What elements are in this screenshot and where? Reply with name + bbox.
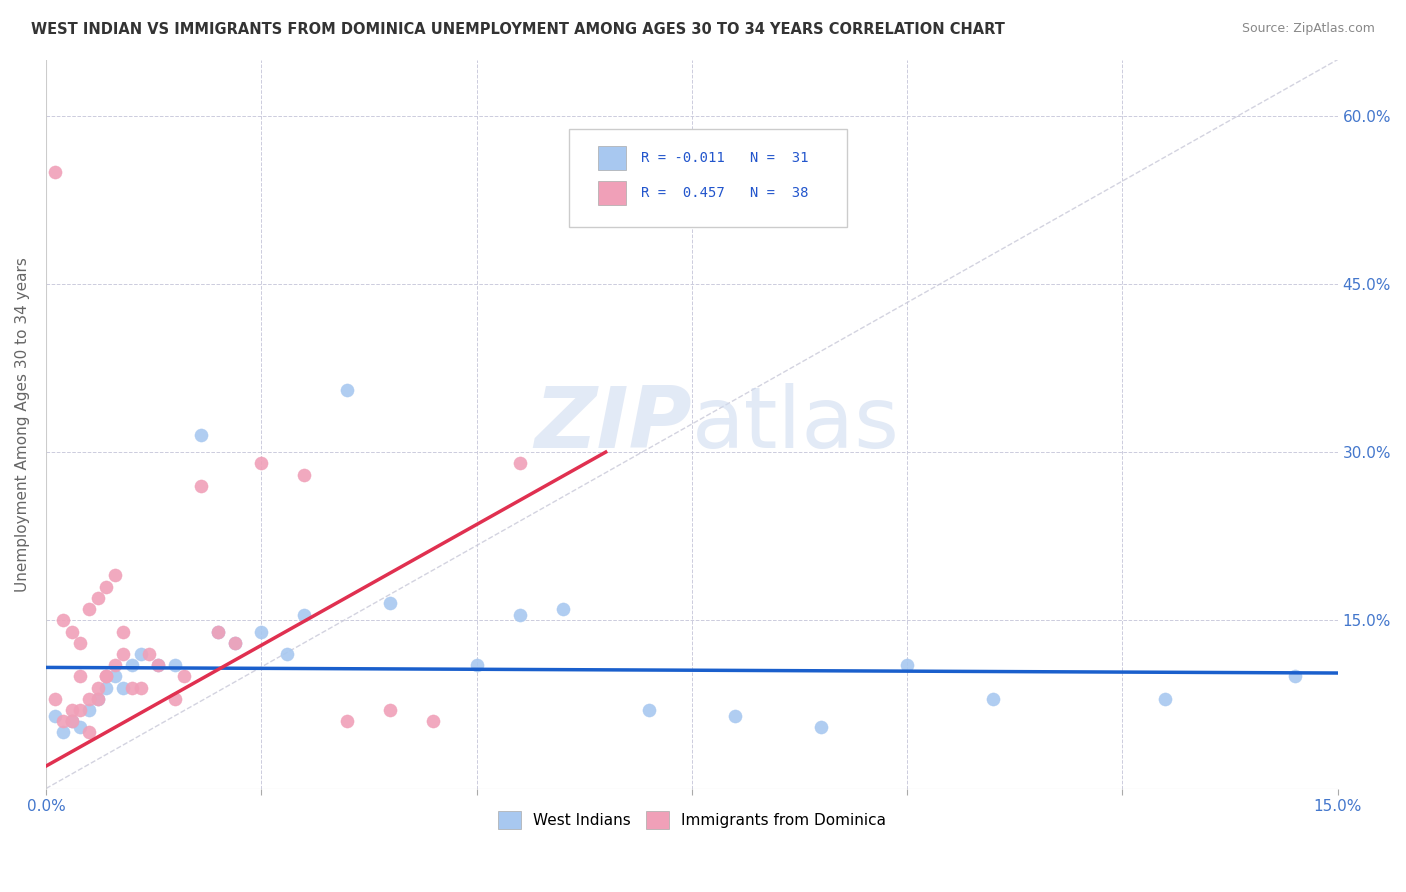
Point	[422, 714, 444, 729]
Legend: West Indians, Immigrants from Dominica: West Indians, Immigrants from Dominica	[492, 805, 891, 836]
Text: atlas: atlas	[692, 383, 900, 466]
Point	[173, 669, 195, 683]
Text: Source: ZipAtlas.com: Source: ZipAtlas.com	[1241, 22, 1375, 36]
Point	[69, 669, 91, 683]
Point	[112, 647, 135, 661]
Point	[86, 691, 108, 706]
Point	[190, 428, 212, 442]
Point	[104, 669, 127, 683]
Point	[77, 703, 100, 717]
Point	[52, 725, 75, 739]
Point	[77, 691, 100, 706]
Point	[44, 691, 66, 706]
Point	[250, 456, 273, 470]
Point	[129, 647, 152, 661]
FancyBboxPatch shape	[569, 128, 846, 227]
Point	[69, 703, 91, 717]
Point	[52, 613, 75, 627]
Point	[96, 669, 118, 683]
Point	[60, 714, 83, 729]
Point	[129, 681, 152, 695]
Point	[69, 720, 91, 734]
Point	[104, 568, 127, 582]
Point	[276, 647, 298, 661]
Point	[52, 714, 75, 729]
Point	[190, 479, 212, 493]
Point	[146, 658, 169, 673]
Text: R = -0.011   N =  31: R = -0.011 N = 31	[641, 151, 808, 165]
Point	[380, 597, 402, 611]
Point	[60, 624, 83, 639]
Point	[810, 720, 832, 734]
Point	[207, 624, 229, 639]
Point	[77, 725, 100, 739]
Point	[336, 714, 359, 729]
Point	[165, 658, 187, 673]
Point	[292, 607, 315, 622]
Point	[96, 580, 118, 594]
Point	[1284, 669, 1306, 683]
Point	[224, 636, 246, 650]
Point	[104, 658, 127, 673]
Point	[121, 681, 143, 695]
Point	[86, 591, 108, 605]
Point	[44, 708, 66, 723]
Point	[60, 714, 83, 729]
Point	[380, 703, 402, 717]
Point	[250, 624, 273, 639]
Point	[336, 384, 359, 398]
Point	[138, 647, 160, 661]
Point	[207, 624, 229, 639]
Point	[60, 703, 83, 717]
Point	[146, 658, 169, 673]
FancyBboxPatch shape	[598, 181, 626, 204]
Point	[637, 703, 659, 717]
Text: R =  0.457   N =  38: R = 0.457 N = 38	[641, 186, 808, 200]
Point	[165, 691, 187, 706]
Point	[77, 602, 100, 616]
Point	[112, 624, 135, 639]
Point	[465, 658, 488, 673]
Text: WEST INDIAN VS IMMIGRANTS FROM DOMINICA UNEMPLOYMENT AMONG AGES 30 TO 34 YEARS C: WEST INDIAN VS IMMIGRANTS FROM DOMINICA …	[31, 22, 1005, 37]
Point	[509, 607, 531, 622]
Point	[96, 681, 118, 695]
Point	[86, 681, 108, 695]
Point	[1154, 691, 1177, 706]
Point	[112, 681, 135, 695]
Point	[96, 669, 118, 683]
Point	[69, 636, 91, 650]
Point	[724, 708, 747, 723]
Point	[509, 456, 531, 470]
Point	[86, 691, 108, 706]
Point	[551, 602, 574, 616]
Point	[292, 467, 315, 482]
Point	[44, 165, 66, 179]
Point	[224, 636, 246, 650]
Text: ZIP: ZIP	[534, 383, 692, 466]
Point	[896, 658, 918, 673]
Point	[981, 691, 1004, 706]
Point	[121, 658, 143, 673]
FancyBboxPatch shape	[598, 146, 626, 169]
Y-axis label: Unemployment Among Ages 30 to 34 years: Unemployment Among Ages 30 to 34 years	[15, 257, 30, 591]
